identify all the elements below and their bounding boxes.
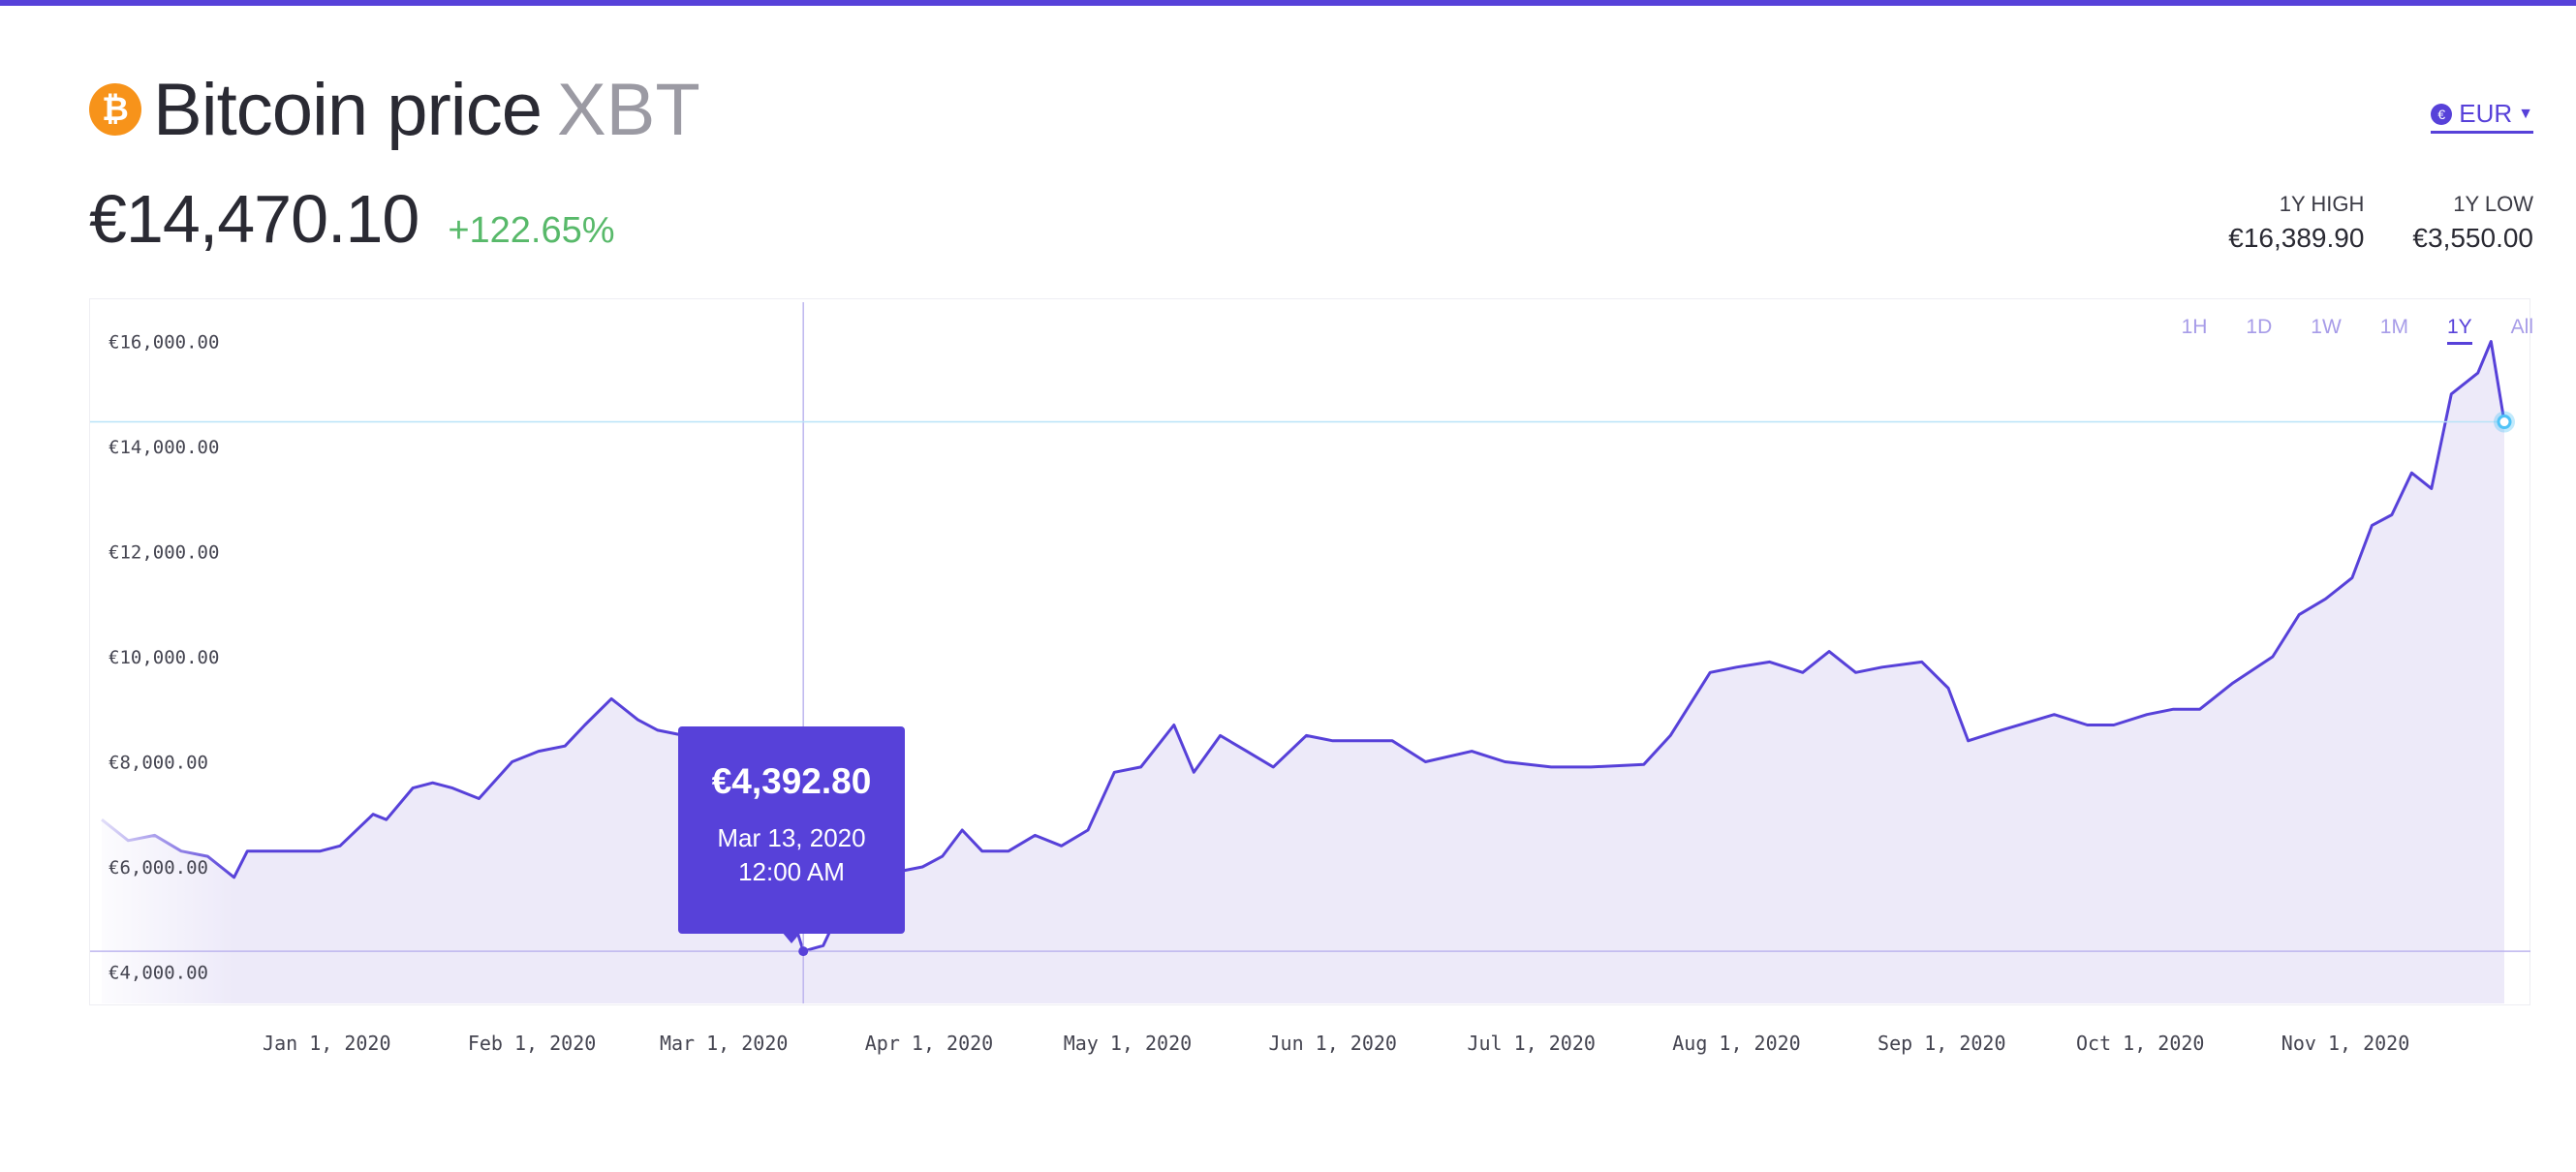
page-title: Bitcoin price [153,68,543,151]
x-tick-label: Nov 1, 2020 [2281,1032,2409,1055]
tab-1m[interactable]: 1M [2379,316,2408,338]
stat-label: 1Y LOW [2453,192,2533,216]
top-accent-bar [0,0,2576,6]
price-chart-frame[interactable] [89,298,2530,1005]
stat-value: €3,550.00 [2412,223,2533,253]
x-tick-label: Feb 1, 2020 [468,1032,596,1055]
stat-1y-high: 1Y HIGH €16,389.90 [2228,192,2364,254]
tab-1y[interactable]: 1Y [2446,316,2472,345]
stat-value: €16,389.90 [2228,223,2365,253]
bitcoin-icon: ₿ [89,83,141,136]
tooltip-pointer [782,932,801,943]
range-tabs: 1H 1D 1W 1M 1Y All [2143,316,2533,345]
chevron-down-icon: ▼ [2518,105,2533,122]
price-line [101,340,2506,953]
y-tick-label: €14,000.00 [109,437,219,458]
price-change: +122.65% [448,210,615,251]
current-price-marker [2497,415,2512,430]
hover-point [798,946,809,957]
x-tick-label: Mar 1, 2020 [660,1032,788,1055]
currency-label: EUR [2459,99,2513,128]
price-summary: €14,470.10 +122.65% [89,180,615,258]
tab-all[interactable]: All [2510,316,2533,338]
left-fade-overlay [90,310,235,1003]
currency-selector[interactable]: € EUR ▼ [2431,99,2533,134]
x-tick-label: Oct 1, 2020 [2076,1032,2204,1055]
tab-1d[interactable]: 1D [2246,316,2273,338]
euro-icon: € [2431,103,2453,125]
tooltip-time: 12:00 AM [738,857,845,886]
ticker-symbol: XBT [556,68,700,151]
yearly-stats: 1Y HIGH €16,389.90 1Y LOW €3,550.00 [2180,192,2533,254]
y-tick-label: €6,000.00 [109,857,208,879]
tab-1w[interactable]: 1W [2311,316,2342,338]
y-tick-label: €4,000.00 [109,962,208,983]
stat-1y-low: 1Y LOW €3,550.00 [2412,192,2533,254]
page-header: ₿ Bitcoin price XBT [89,66,700,153]
y-tick-label: €8,000.00 [109,752,208,773]
x-tick-label: Jul 1, 2020 [1467,1032,1595,1055]
x-tick-label: Jun 1, 2020 [1269,1032,1397,1055]
tooltip-price: €4,392.80 [711,761,872,801]
y-tick-label: €16,000.00 [109,332,219,354]
tab-1h[interactable]: 1H [2181,316,2208,338]
x-tick-label: Jan 1, 2020 [263,1032,390,1055]
tooltip-date: Mar 13, 2020 [717,823,866,852]
x-tick-label: Aug 1, 2020 [1672,1032,1800,1055]
stat-label: 1Y HIGH [2279,192,2365,216]
y-tick-label: €10,000.00 [109,647,219,668]
price-tooltip: €4,392.80 Mar 13, 2020 12:00 AM [678,726,905,943]
x-tick-label: May 1, 2020 [1064,1032,1192,1055]
x-tick-label: Sep 1, 2020 [1878,1032,2005,1055]
x-tick-label: Apr 1, 2020 [865,1032,993,1055]
price-area [102,341,2504,1003]
y-tick-label: €12,000.00 [109,542,219,564]
current-price: €14,470.10 [89,181,419,257]
